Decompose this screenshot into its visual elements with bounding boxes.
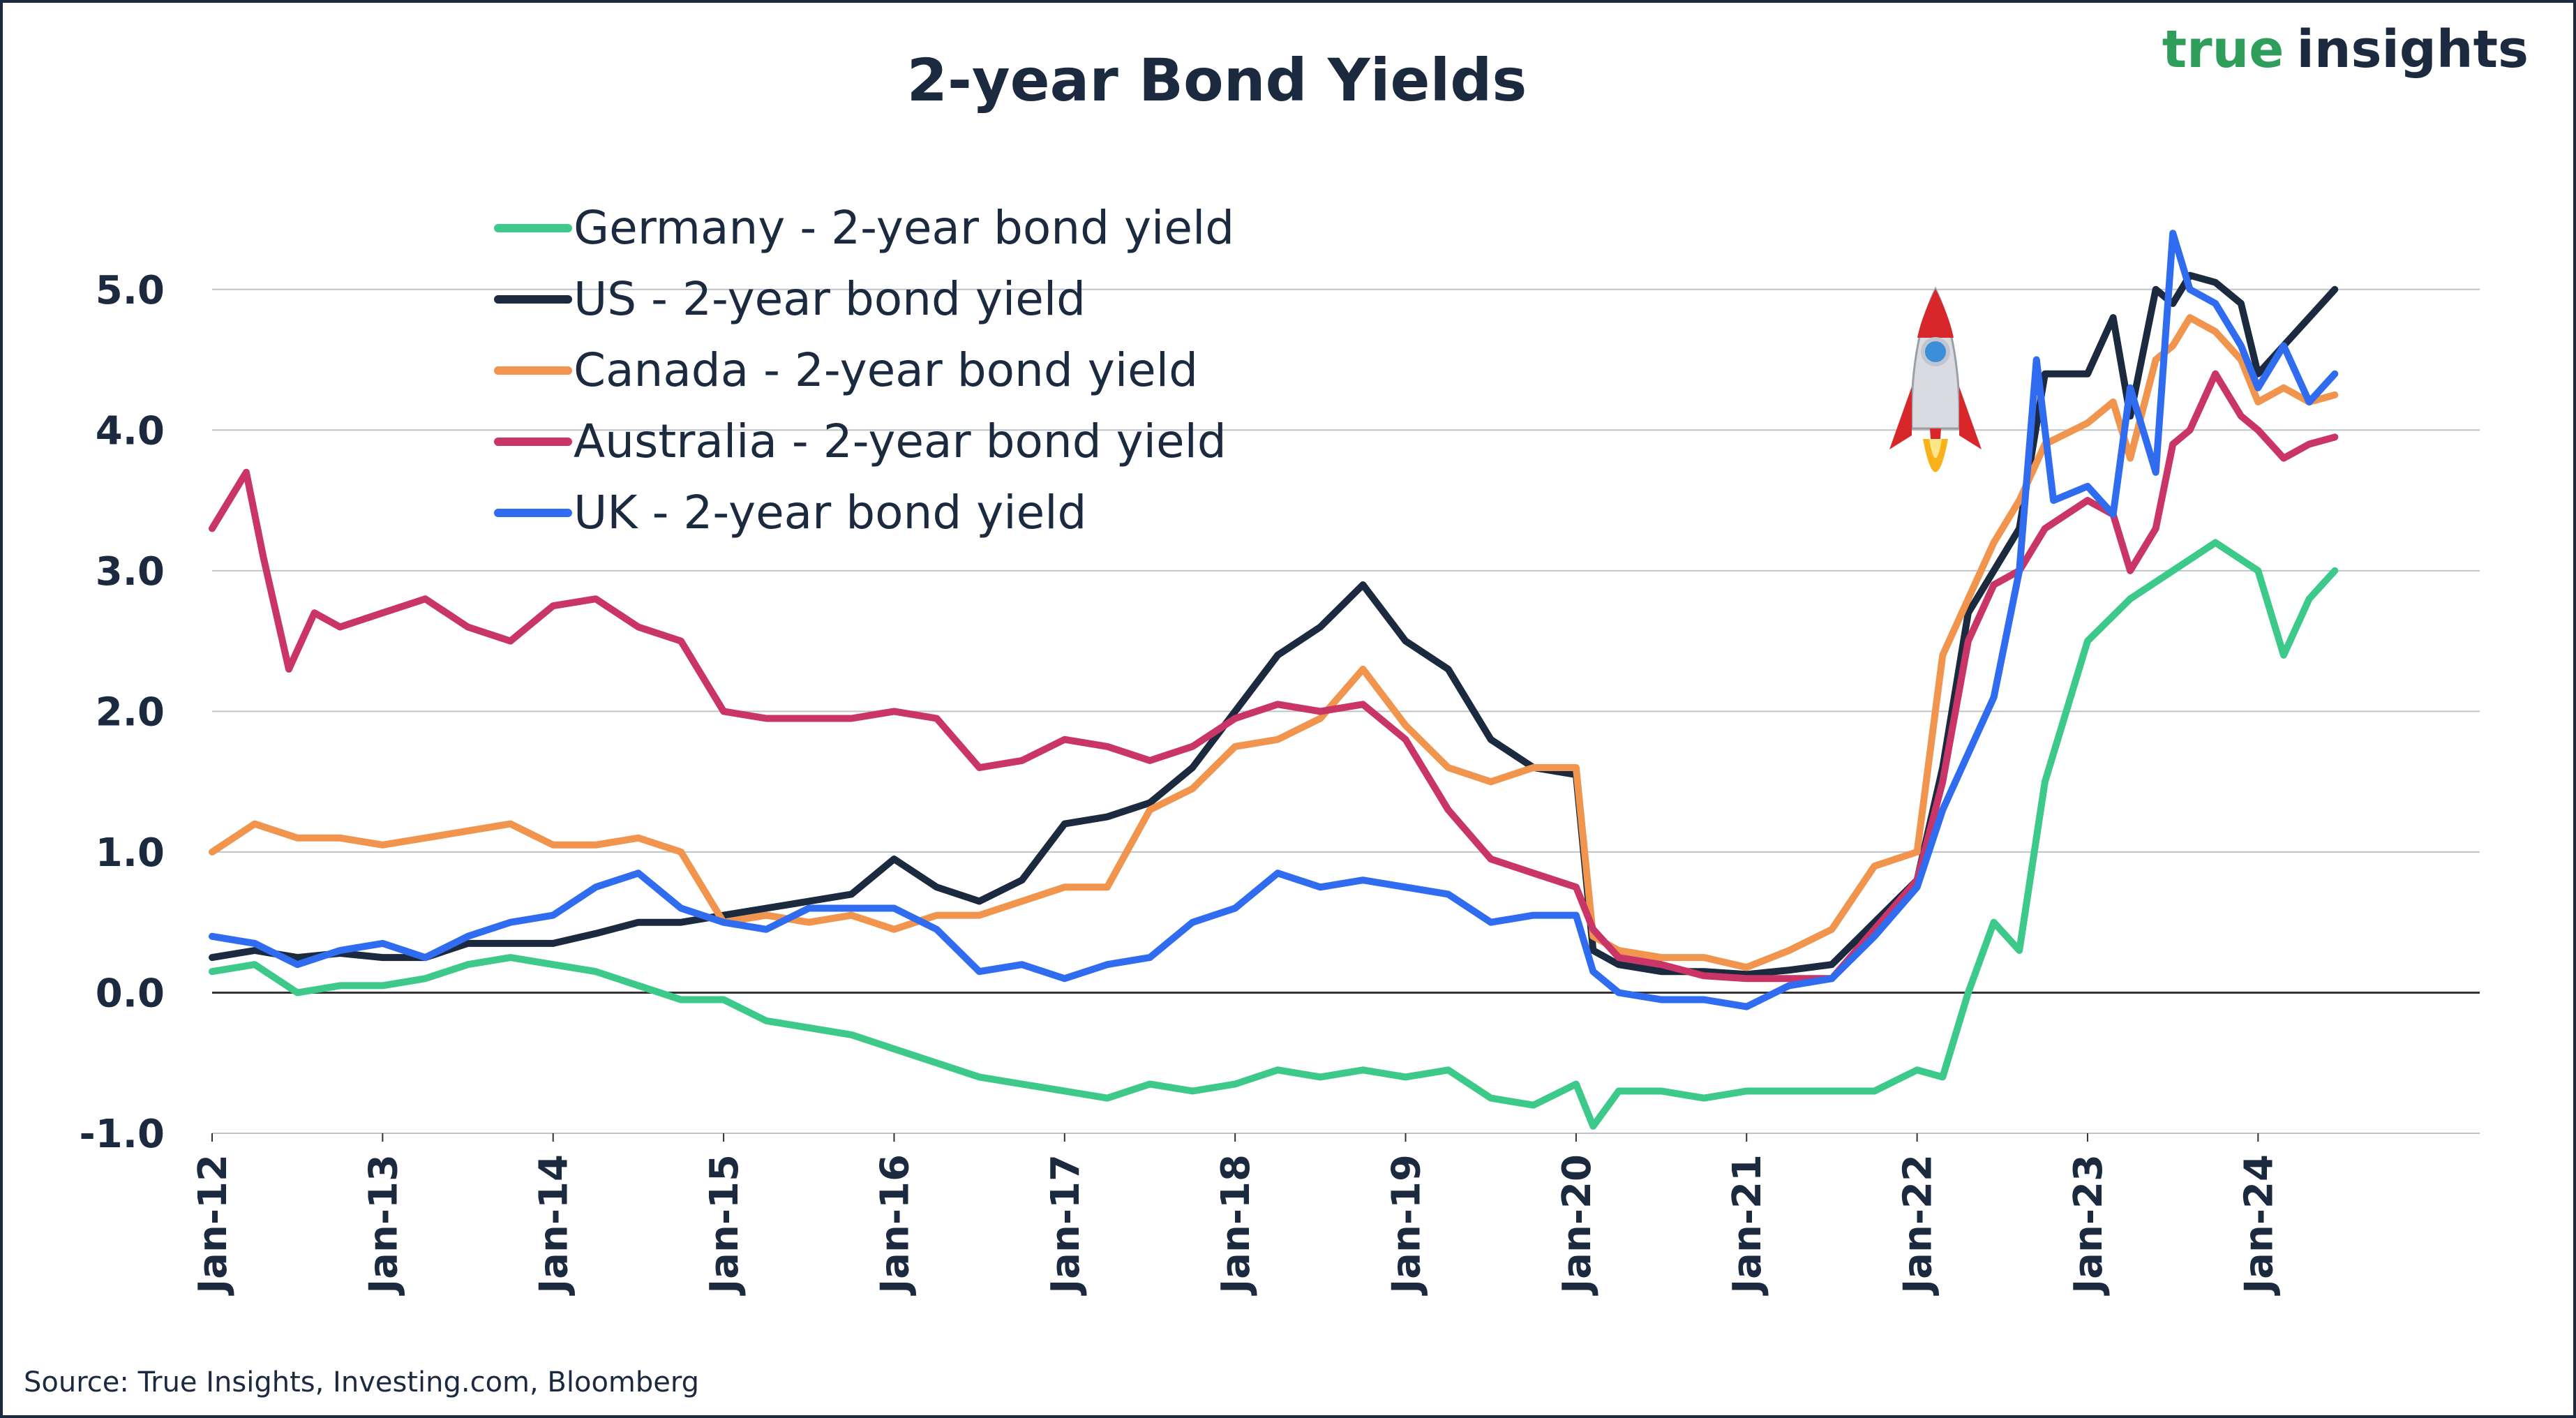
series-line — [209, 314, 2339, 971]
x-tick-label: Jan-16 — [872, 1154, 918, 1297]
x-tick-label: Jan-21 — [1725, 1154, 1770, 1297]
y-tick-label: 1.0 — [96, 830, 165, 876]
x-tick-label: Jan-24 — [2236, 1154, 2282, 1297]
brand-logo: true insights — [2162, 20, 2529, 80]
chart-canvas: 2-year Bond Yields true insights 5.0 4.0 3.… — [24, 20, 2529, 1398]
x-tick-label: Jan-23 — [2066, 1154, 2111, 1297]
legend-label: Canada - 2-year bond yield — [574, 343, 1198, 397]
x-tick-label: Jan-12 — [190, 1154, 236, 1297]
x-tick-label: Jan-19 — [1384, 1154, 1430, 1297]
y-tick-label: 5.0 — [96, 268, 165, 313]
legend-label: US - 2-year bond yield — [574, 272, 1086, 326]
y-tick-label: 0.0 — [96, 971, 165, 1016]
x-tick-label: Jan-20 — [1555, 1154, 1600, 1297]
series-lines — [209, 230, 2339, 1130]
x-tick-label: Jan-22 — [1896, 1154, 1941, 1297]
series-line — [209, 230, 2339, 1010]
x-tick-label: Jan-14 — [532, 1154, 577, 1297]
x-tick-label: Jan-13 — [361, 1154, 406, 1297]
legend-label: Germany - 2-year bond yield — [574, 201, 1234, 255]
chart-title: 2-year Bond Yields — [907, 46, 1527, 114]
series-line — [209, 370, 2339, 983]
source-note: Source: True Insights, Investing.com, Bl… — [24, 1366, 699, 1398]
y-tick-label: -1.0 — [80, 1112, 165, 1157]
series-line — [209, 271, 2339, 978]
legend-label: Australia - 2-year bond yield — [574, 415, 1227, 468]
y-tick-label: 3.0 — [96, 549, 165, 595]
x-tick-label: Jan-15 — [702, 1154, 747, 1297]
legend-label: UK - 2-year bond yield — [574, 486, 1086, 539]
brand-word-insights: insights — [2296, 20, 2529, 80]
y-tick-label: 4.0 — [96, 408, 165, 454]
x-axis: Jan-12 Jan-13 Jan-14 Jan-15 Jan-16 Jan-17 Jan-… — [190, 1133, 2282, 1297]
series-line — [209, 539, 2339, 1130]
rocket-icon — [1889, 286, 1982, 472]
x-tick-label: Jan-18 — [1213, 1154, 1259, 1297]
y-tick-label: 2.0 — [96, 689, 165, 735]
legend: Germany - 2-year bond yield US - 2-year b… — [494, 201, 1234, 539]
y-axis: 5.0 4.0 3.0 2.0 1.0 0.0 -1.0 — [80, 268, 165, 1157]
brand-word-true: true — [2162, 20, 2284, 80]
x-tick-label: Jan-17 — [1043, 1154, 1088, 1297]
gridlines — [212, 288, 2480, 1134]
